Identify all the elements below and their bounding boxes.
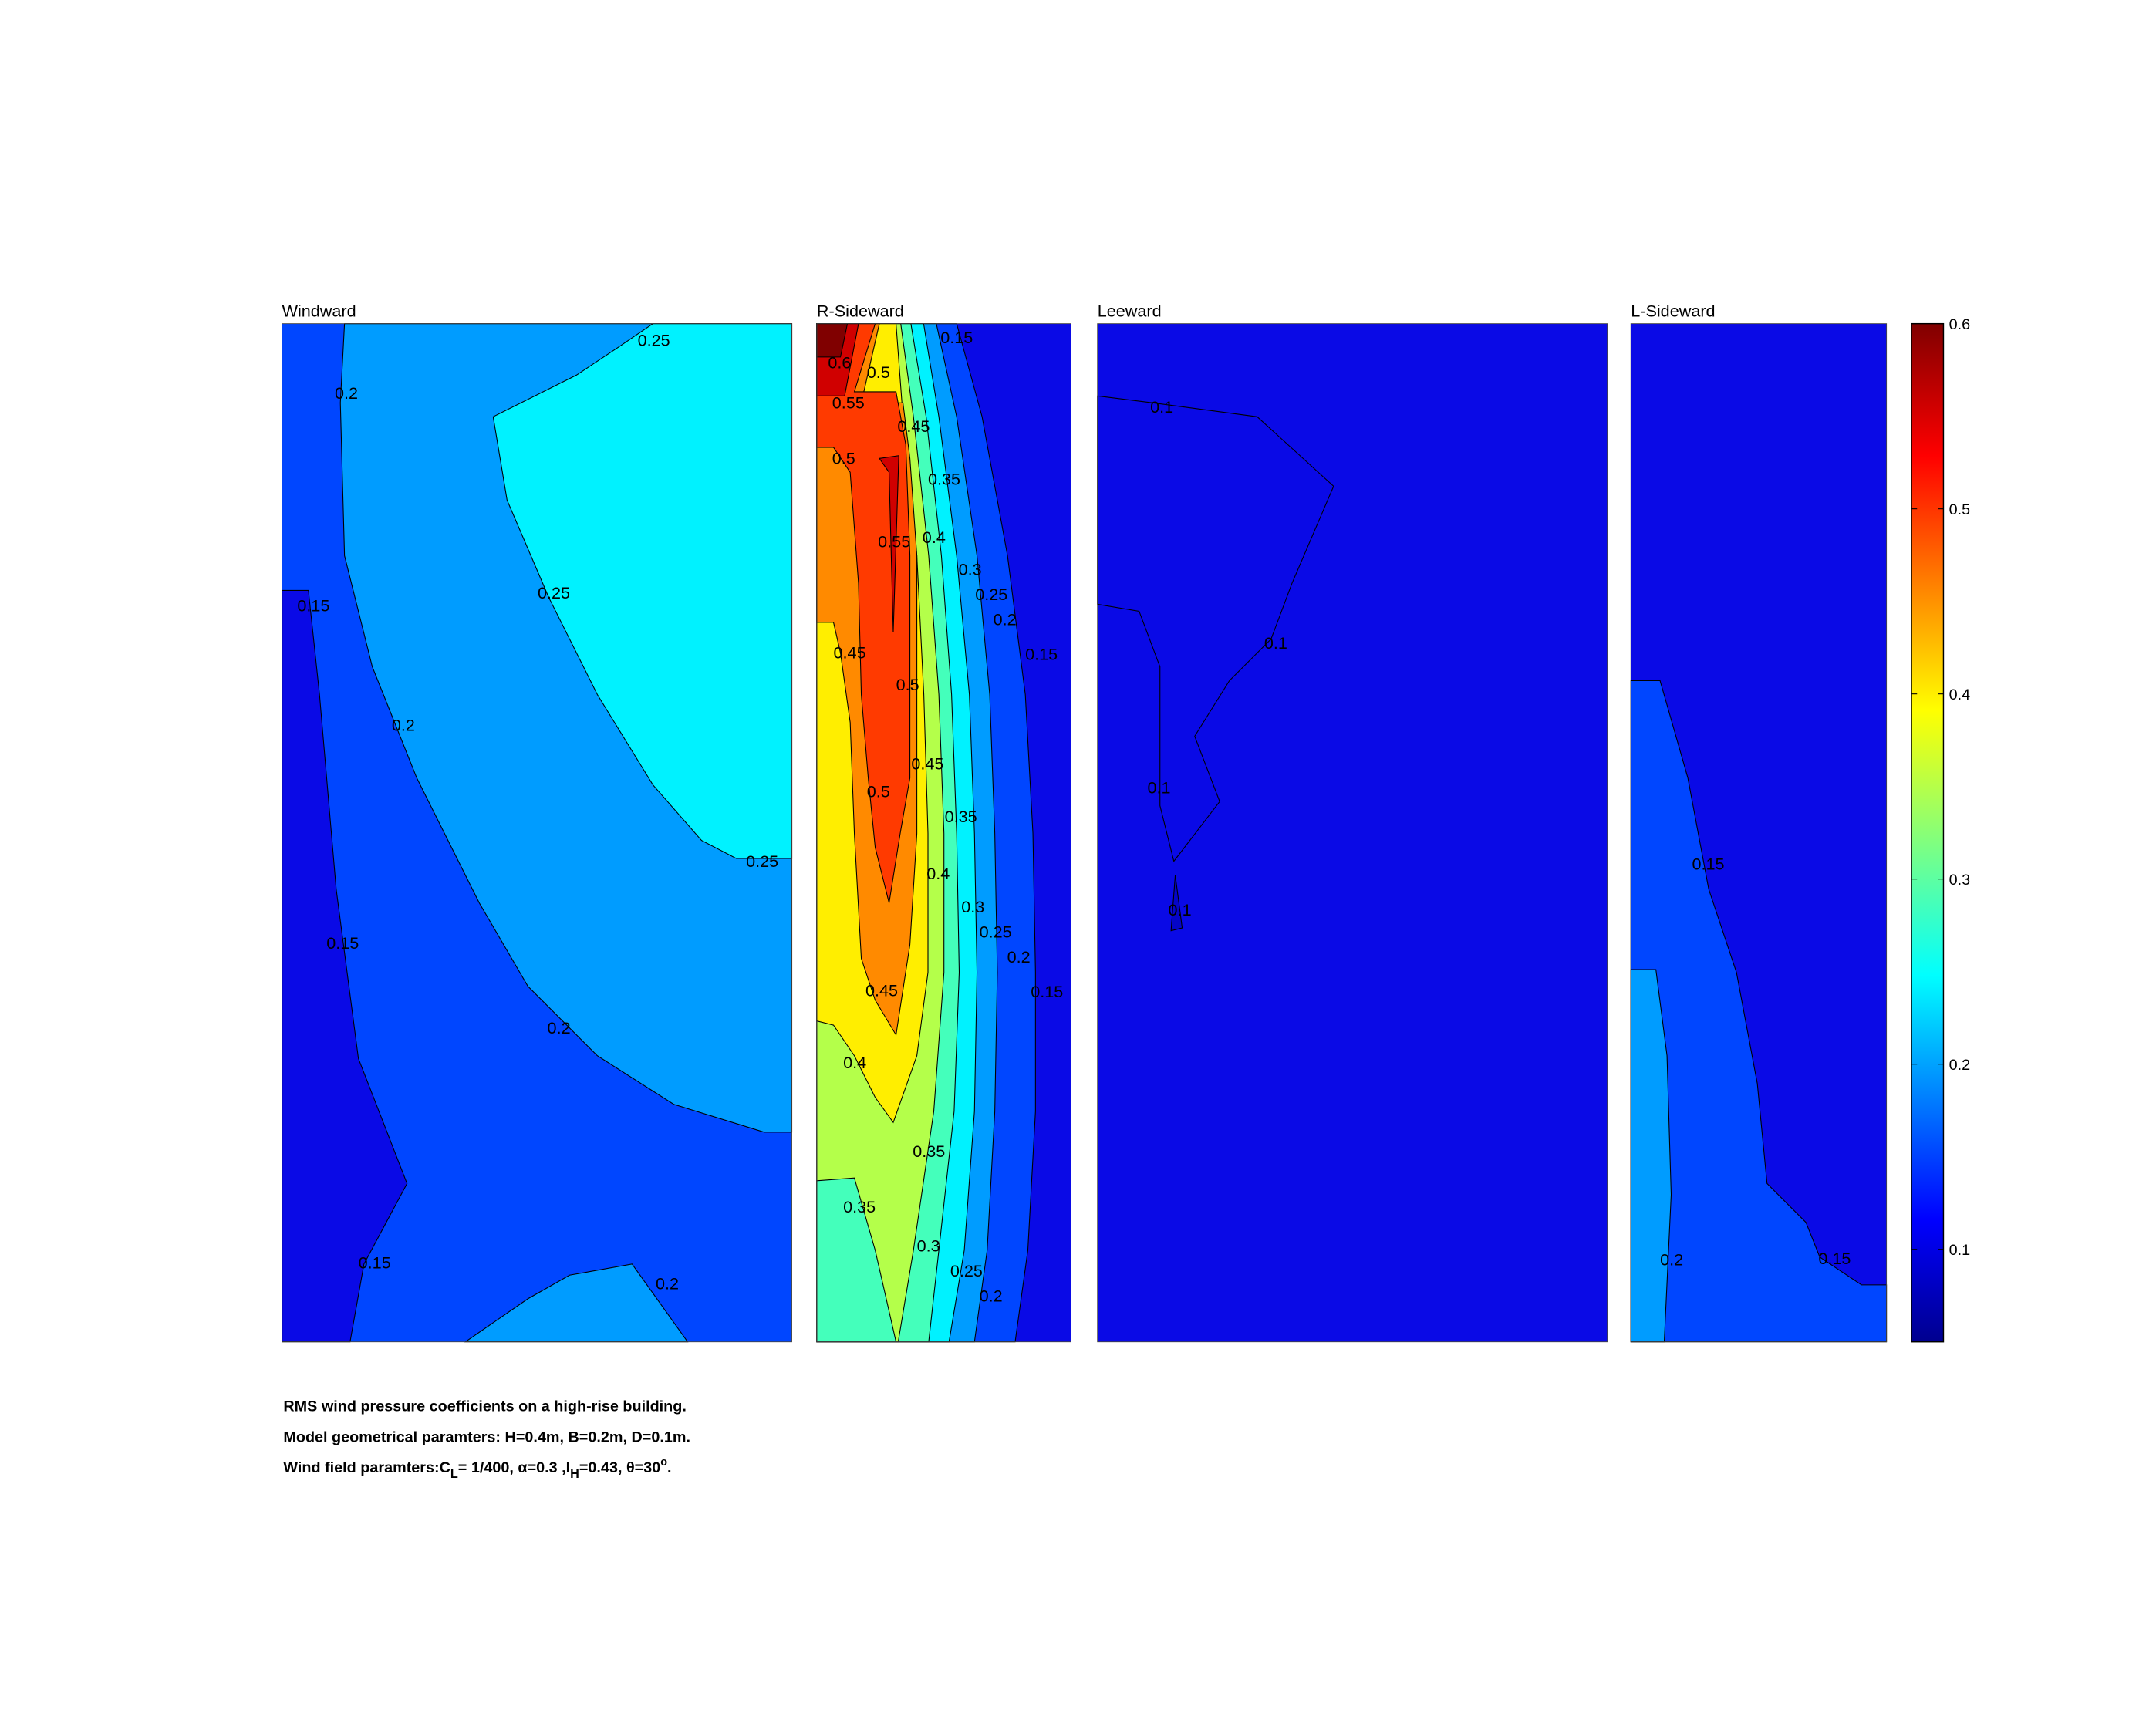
contour-label: 0.2: [994, 609, 1017, 629]
contour-line-0.1: [1097, 395, 1334, 862]
contour-label: 0.45: [911, 754, 943, 774]
colorbar-tick-label: 0.2: [1949, 1057, 1971, 1074]
panel-title-windward: Windward: [282, 302, 356, 321]
contour-label: 0.4: [923, 528, 946, 547]
colorbar: 0.1 0.2 0.3 0.4 0.5 0.6: [1911, 316, 1971, 1343]
panel-windward: 0.25 0.2 0.25 0.15 0.2 0.25 0.15 0.2 0.15 0.2: [282, 323, 793, 1343]
contour-label: 0.55: [832, 393, 865, 413]
contour-label: 0.15: [1818, 1249, 1851, 1268]
panel-frame: [816, 323, 1071, 1343]
contour-label: 0.4: [926, 864, 950, 883]
panel-leeward: 0.1 0.1 0.1 0.1: [1097, 323, 1608, 1343]
colorbar-tick-label: 0.4: [1949, 686, 1971, 703]
panel-title-leeward: Leeward: [1098, 302, 1162, 321]
panel-l-sideward: 0.15 0.2 0.15: [1630, 323, 1888, 1343]
contour-label: 0.1: [1264, 633, 1287, 653]
caption-superscript-degree: o: [660, 1456, 667, 1469]
contour-label: 0.15: [326, 933, 359, 953]
contour-label: 0.2: [548, 1018, 571, 1037]
contour-label: 0.2: [335, 383, 358, 403]
caption-line-3-part-a: Wind field paramters:C: [283, 1459, 450, 1476]
contour-label: 0.4: [843, 1053, 866, 1072]
colorbar-gradient: [1911, 322, 1945, 1343]
contour-label: 0.15: [359, 1253, 391, 1272]
contour-label: 0.25: [980, 922, 1012, 942]
contour-label: 0.1: [1150, 397, 1173, 417]
caption-line-3-part-b: = 1/400, α=0.3 ,I: [458, 1459, 570, 1476]
contour-label: 0.55: [878, 532, 910, 551]
contour-label: 0.5: [896, 675, 919, 694]
caption-line-1: RMS wind pressure coefficients on a high…: [283, 1398, 686, 1415]
contour-label: 0.15: [1692, 854, 1724, 873]
contour-label: 0.15: [297, 595, 329, 615]
contour-label: 0.45: [834, 643, 866, 663]
colorbar-tick-label: 0.3: [1949, 872, 1971, 889]
colorbar-tick-label: 0.1: [1949, 1242, 1971, 1259]
contour-label: 0.3: [961, 897, 984, 916]
contour-label: 0.15: [1031, 982, 1063, 1001]
contour-label: 0.45: [897, 417, 930, 436]
contour-label: 0.25: [538, 583, 570, 602]
contour-label: 0.2: [656, 1273, 679, 1293]
contour-label: 0.25: [975, 585, 1007, 604]
panel-frame: [1630, 323, 1888, 1343]
contour-label: 0.3: [917, 1236, 940, 1256]
contour-label: 0.1: [1169, 900, 1192, 919]
contour-label: 0.6: [828, 352, 851, 372]
contour-label: 0.35: [945, 807, 977, 826]
contour-label: 0.35: [928, 470, 960, 489]
panel-title-r-sideward: R-Sideward: [817, 302, 904, 321]
contour-label: 0.1: [1148, 777, 1171, 797]
caption-line-3: Wind field paramters:CL= 1/400, α=0.3 ,I…: [283, 1456, 671, 1481]
panel-title-l-sideward: L-Sideward: [1631, 302, 1715, 321]
contour-label: 0.2: [980, 1286, 1003, 1305]
contour-region-0.1: [1097, 323, 1608, 1342]
contour-label: 0.5: [867, 363, 890, 382]
contour-label: 0.2: [392, 715, 415, 734]
contour-label: 0.3: [959, 560, 982, 579]
contour-label: 0.25: [746, 852, 778, 871]
contour-label: 0.5: [832, 449, 855, 468]
contour-label: 0.2: [1660, 1250, 1683, 1270]
panel-frame: [1097, 323, 1608, 1343]
contour-label: 0.35: [843, 1197, 876, 1216]
contour-label: 0.5: [867, 782, 890, 801]
panel-frame: [282, 323, 792, 1343]
contour-label: 0.25: [638, 330, 670, 349]
contour-label: 0.45: [865, 980, 898, 1000]
caption-subscript-l: L: [450, 1467, 458, 1481]
colorbar-tick-label: 0.6: [1949, 316, 1971, 333]
caption-line-3-part-d: .: [667, 1459, 672, 1476]
contour-label: 0.2: [1007, 947, 1031, 966]
contour-region-0.1: [1170, 875, 1183, 932]
contour-label: 0.15: [1025, 644, 1058, 663]
colorbar-tick-label: 0.5: [1949, 501, 1971, 518]
contour-label: 0.15: [940, 328, 973, 347]
contour-region-0.55: [879, 455, 899, 632]
caption-line-2: Model geometrical paramters: H=0.4m, B=0…: [283, 1428, 690, 1445]
contour-label: 0.35: [913, 1142, 945, 1161]
caption-line-3-part-c: =0.43, θ=30: [579, 1459, 660, 1476]
contour-label: 0.25: [950, 1261, 983, 1280]
panel-r-sideward: 0.150.60.550.50.450.50.350.55 0.40.30.250…: [816, 323, 1071, 1343]
caption-subscript-h: H: [570, 1467, 579, 1481]
